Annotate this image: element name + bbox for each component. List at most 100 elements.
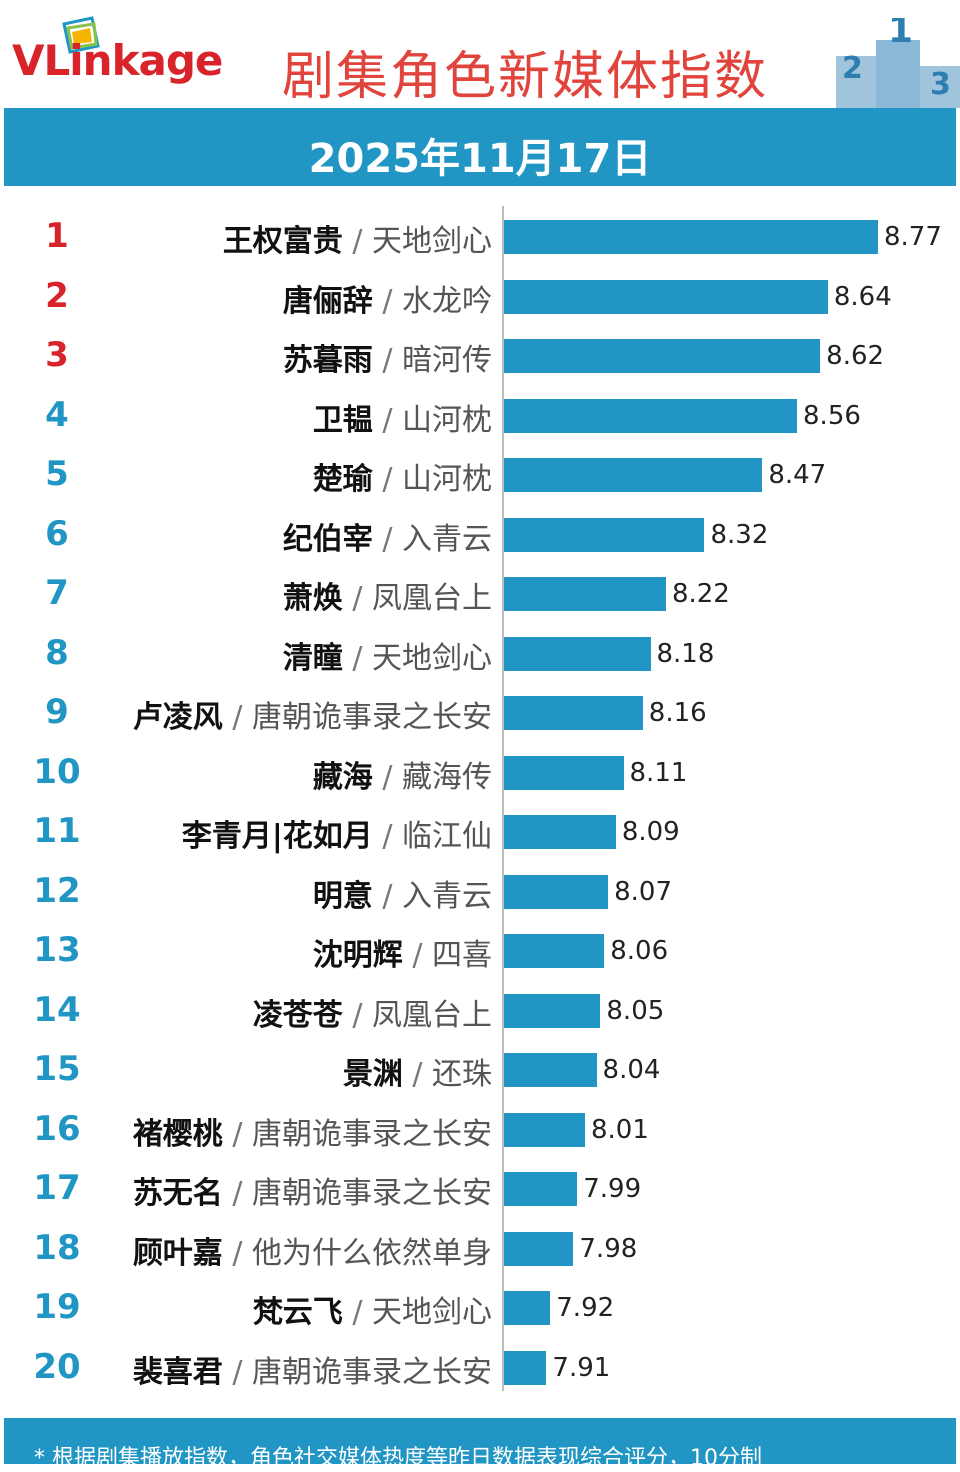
separator: /: [372, 462, 402, 497]
bar: [504, 993, 601, 1028]
character-name: 卫韫: [312, 402, 373, 438]
separator: /: [372, 878, 402, 914]
value-label: 7.92: [556, 1293, 615, 1323]
character-name: 苏无名: [132, 1176, 223, 1211]
value-label: 8.56: [803, 400, 861, 431]
rank-number: 1: [45, 216, 69, 256]
value-label: 8.06: [610, 936, 669, 966]
value-label: 8.47: [768, 460, 827, 490]
bar: [504, 1291, 551, 1325]
bar: [504, 339, 821, 373]
value-label: 8.16: [648, 698, 707, 728]
character-name: 楚瑜: [312, 462, 373, 497]
separator: /: [342, 640, 372, 676]
drama-name: 唐朝诡事录之长安: [252, 1354, 492, 1390]
separator: /: [372, 521, 402, 557]
bar: [504, 934, 605, 968]
separator: /: [372, 759, 402, 795]
separator: /: [222, 1116, 252, 1152]
value-label: 8.18: [656, 638, 715, 669]
row-label: 景渊 / 还珠: [343, 1049, 492, 1093]
bar: [504, 755, 624, 790]
character-name: 顾叶嘉: [132, 1235, 223, 1271]
rank-number: 18: [33, 1227, 81, 1268]
rank-number: 5: [45, 454, 69, 494]
logo: VLinkage: [12, 36, 223, 85]
separator: /: [342, 1295, 372, 1330]
value-label: 7.99: [583, 1174, 642, 1204]
separator: /: [402, 1057, 432, 1092]
drama-name: 暗河传: [402, 343, 492, 378]
date-label: 2025年11月17日: [308, 136, 652, 182]
separator: /: [372, 283, 402, 319]
drama-name: 天地剑心: [372, 224, 492, 259]
separator: /: [342, 224, 372, 259]
drama-name: 还珠: [432, 1057, 492, 1092]
rank-number: 6: [45, 513, 69, 554]
rank-number: 10: [33, 751, 81, 792]
character-name: 李青月|花如月: [181, 819, 373, 854]
drama-name: 唐朝诡事录之长安: [252, 700, 492, 735]
character-name: 裴喜君: [132, 1354, 223, 1390]
value-label: 8.62: [826, 341, 885, 371]
bar: [504, 517, 705, 552]
footer: * 根据剧集播放指数，角色社交媒体热度等昨日数据表现综合评分，10分制: [4, 1418, 956, 1471]
value-label: 7.98: [579, 1233, 638, 1264]
row-label: 纪伯宰 / 入青云: [283, 514, 492, 558]
drama-name: 入青云: [402, 878, 492, 914]
row-label: 沈明辉 / 四喜: [313, 930, 492, 974]
rank-number: 13: [33, 930, 81, 970]
character-name: 藏海: [312, 759, 373, 795]
row-label: 褚樱桃 / 唐朝诡事录之长安: [133, 1109, 492, 1153]
drama-name: 他为什么依然单身: [252, 1235, 492, 1271]
logo-icon: [62, 16, 100, 54]
row-label: 苏暮雨 / 暗河传: [283, 335, 492, 379]
row-label: 清瞳 / 天地剑心: [283, 633, 492, 677]
bar: [504, 1112, 585, 1147]
separator: /: [222, 1176, 252, 1211]
value-label: 8.22: [671, 579, 730, 609]
drama-name: 四喜: [432, 938, 492, 973]
separator: /: [372, 402, 402, 438]
character-name: 梵云飞: [252, 1295, 343, 1330]
drama-name: 唐朝诡事录之长安: [252, 1176, 492, 1211]
value-label: 7.91: [552, 1352, 611, 1383]
drama-name: 唐朝诡事录之长安: [252, 1116, 492, 1152]
drama-name: 藏海传: [402, 759, 492, 795]
row-label: 明意 / 入青云: [313, 871, 492, 915]
rank-number: 3: [45, 335, 69, 375]
bar: [504, 1172, 578, 1206]
rank-number: 15: [33, 1049, 81, 1089]
bar: [504, 874, 609, 909]
row-label: 王权富贵 / 天地剑心: [223, 216, 492, 260]
value-label: 8.77: [884, 222, 942, 252]
row-label: 卢凌风 / 唐朝诡事录之长安: [133, 692, 492, 736]
character-name: 卢凌风: [132, 700, 223, 735]
row-label: 裴喜君 / 唐朝诡事录之长安: [133, 1347, 492, 1391]
podium-label-2: 2: [842, 51, 863, 86]
value-label: 8.64: [833, 281, 892, 312]
value-label: 8.01: [590, 1114, 649, 1145]
rank-number: 19: [33, 1287, 81, 1327]
bar: [504, 696, 643, 730]
separator: /: [222, 700, 252, 735]
row-label: 凌苍苍 / 凤凰台上: [253, 990, 492, 1034]
row-label: 梵云飞 / 天地剑心: [253, 1287, 492, 1331]
rank-number: 16: [33, 1108, 81, 1149]
character-name: 萧焕: [282, 581, 343, 616]
podium-label-1: 1: [888, 18, 913, 51]
character-name: 王权富贵: [222, 224, 343, 259]
value-label: 8.32: [710, 519, 769, 550]
bar: [504, 815, 616, 849]
footer-note: * 根据剧集播放指数，角色社交媒体热度等昨日数据表现综合评分，10分制: [34, 1446, 762, 1471]
drama-name: 凤凰台上: [372, 581, 492, 616]
drama-name: 山河枕: [402, 462, 492, 497]
page-title: 剧集角色新媒体指数: [282, 47, 769, 107]
character-name: 清瞳: [282, 640, 343, 676]
podium-icon: 2 1 3: [836, 18, 960, 108]
bar: [504, 1231, 574, 1266]
bar: [504, 458, 763, 492]
bar: [504, 577, 666, 611]
bar: [504, 1350, 547, 1385]
row-label: 唐俪辞 / 水龙吟: [283, 276, 492, 320]
